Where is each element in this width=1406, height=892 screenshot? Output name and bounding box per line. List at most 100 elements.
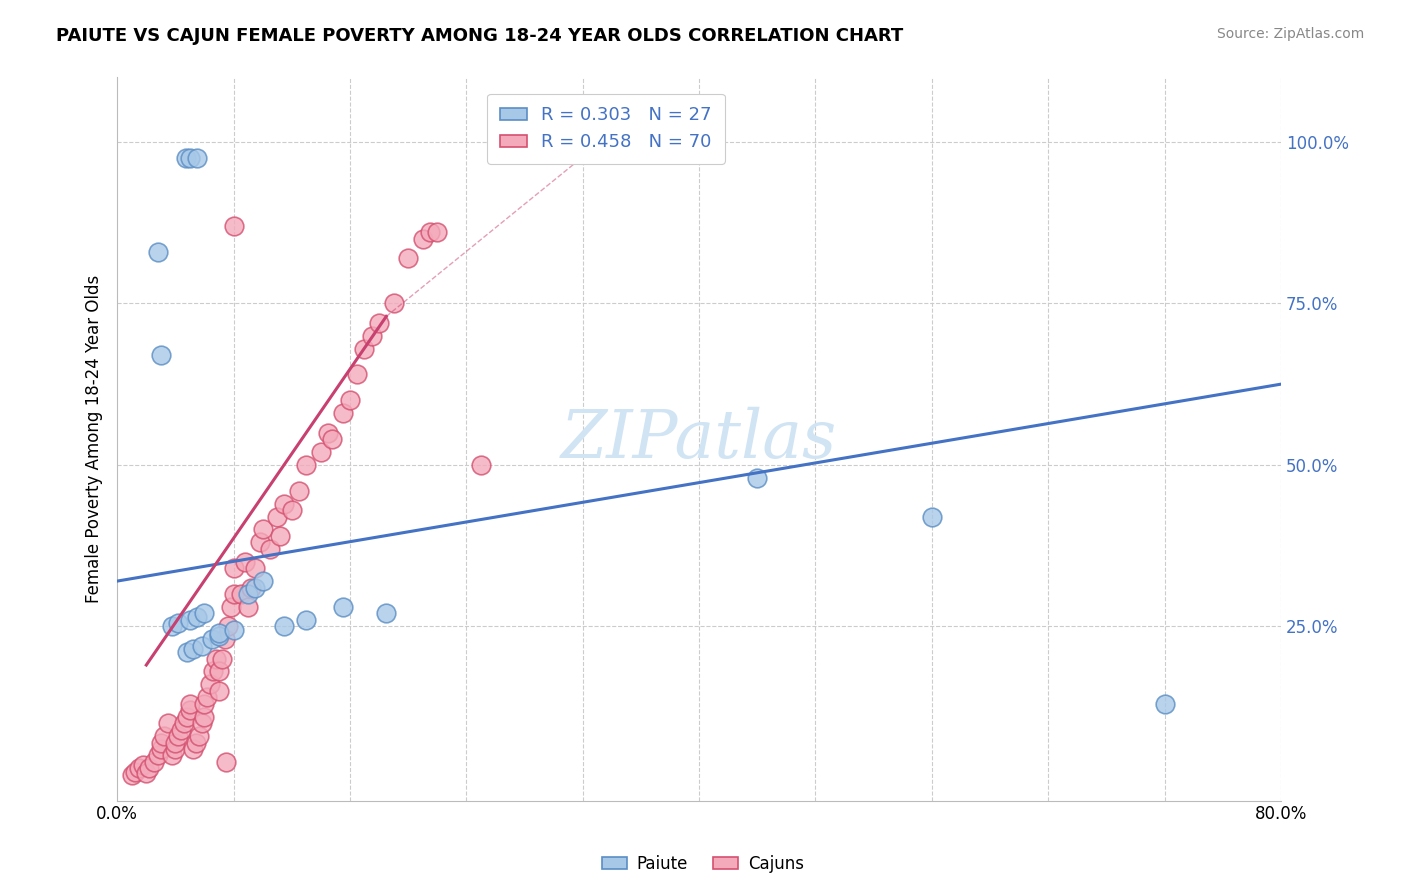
Point: [360, 328, 382, 343]
Point: [193, 607, 215, 621]
Point: [179, 703, 201, 717]
Point: [149, 735, 172, 749]
Point: [186, 151, 208, 165]
Point: [252, 523, 274, 537]
Text: ZIPatlas: ZIPatlas: [561, 407, 837, 472]
Point: [245, 581, 267, 595]
Point: [346, 368, 368, 382]
Point: [368, 316, 391, 330]
Point: [288, 483, 311, 498]
Point: [157, 716, 180, 731]
Point: [229, 587, 252, 601]
Point: [162, 619, 184, 633]
Point: [190, 639, 212, 653]
Point: [215, 755, 238, 769]
Point: [208, 625, 231, 640]
Point: [138, 761, 160, 775]
Point: [375, 607, 398, 621]
Point: [146, 244, 169, 259]
Point: [179, 613, 201, 627]
Text: Source: ZipAtlas.com: Source: ZipAtlas.com: [1216, 27, 1364, 41]
Point: [295, 613, 318, 627]
Point: [412, 232, 434, 246]
Point: [167, 729, 190, 743]
Point: [176, 645, 198, 659]
Point: [128, 761, 150, 775]
Point: [1153, 697, 1175, 711]
Point: [170, 723, 193, 737]
Point: [214, 632, 236, 647]
Point: [142, 755, 165, 769]
Point: [426, 226, 449, 240]
Point: [222, 219, 245, 233]
Point: [273, 497, 295, 511]
Point: [162, 748, 184, 763]
Point: [193, 709, 215, 723]
Legend: R = 0.303   N = 27, R = 0.458   N = 70: R = 0.303 N = 27, R = 0.458 N = 70: [488, 94, 724, 164]
Point: [321, 432, 343, 446]
Point: [419, 226, 441, 240]
Point: [202, 665, 225, 679]
Point: [281, 503, 304, 517]
Point: [233, 555, 256, 569]
Point: [181, 742, 204, 756]
Point: [186, 609, 208, 624]
Point: [396, 252, 419, 266]
Point: [149, 348, 172, 362]
Point: [208, 683, 231, 698]
Point: [236, 599, 259, 614]
Point: [222, 587, 245, 601]
Point: [249, 535, 271, 549]
Point: [121, 768, 143, 782]
Point: [316, 425, 339, 440]
Point: [181, 641, 204, 656]
Point: [240, 581, 263, 595]
Point: [176, 709, 198, 723]
Point: [295, 458, 318, 472]
Point: [219, 599, 242, 614]
Y-axis label: Female Poverty Among 18-24 Year Olds: Female Poverty Among 18-24 Year Olds: [86, 275, 103, 603]
Point: [245, 561, 267, 575]
Legend: Paiute, Cajuns: Paiute, Cajuns: [595, 848, 811, 880]
Point: [747, 471, 769, 485]
Point: [179, 697, 201, 711]
Text: PAIUTE VS CAJUN FEMALE POVERTY AMONG 18-24 YEAR OLDS CORRELATION CHART: PAIUTE VS CAJUN FEMALE POVERTY AMONG 18-…: [56, 27, 904, 45]
Point: [259, 541, 281, 556]
Point: [146, 748, 169, 763]
Point: [149, 742, 172, 756]
Point: [167, 615, 190, 630]
Point: [200, 677, 222, 691]
Point: [195, 690, 218, 705]
Point: [309, 445, 332, 459]
Point: [190, 716, 212, 731]
Point: [205, 651, 228, 665]
Point: [266, 509, 288, 524]
Point: [179, 151, 201, 165]
Point: [184, 735, 207, 749]
Point: [165, 742, 187, 756]
Point: [921, 509, 943, 524]
Point: [132, 758, 155, 772]
Point: [174, 151, 197, 165]
Point: [339, 393, 361, 408]
Point: [332, 406, 354, 420]
Point: [187, 729, 209, 743]
Point: [135, 766, 157, 780]
Point: [193, 697, 215, 711]
Point: [353, 342, 375, 356]
Point: [165, 735, 187, 749]
Point: [222, 561, 245, 575]
Point: [208, 629, 231, 643]
Point: [208, 665, 231, 679]
Point: [332, 599, 354, 614]
Point: [236, 587, 259, 601]
Point: [382, 296, 405, 310]
Point: [470, 458, 492, 472]
Point: [269, 529, 291, 543]
Point: [173, 716, 195, 731]
Point: [211, 651, 233, 665]
Point: [124, 764, 146, 779]
Point: [222, 623, 245, 637]
Point: [217, 619, 239, 633]
Point: [201, 632, 224, 647]
